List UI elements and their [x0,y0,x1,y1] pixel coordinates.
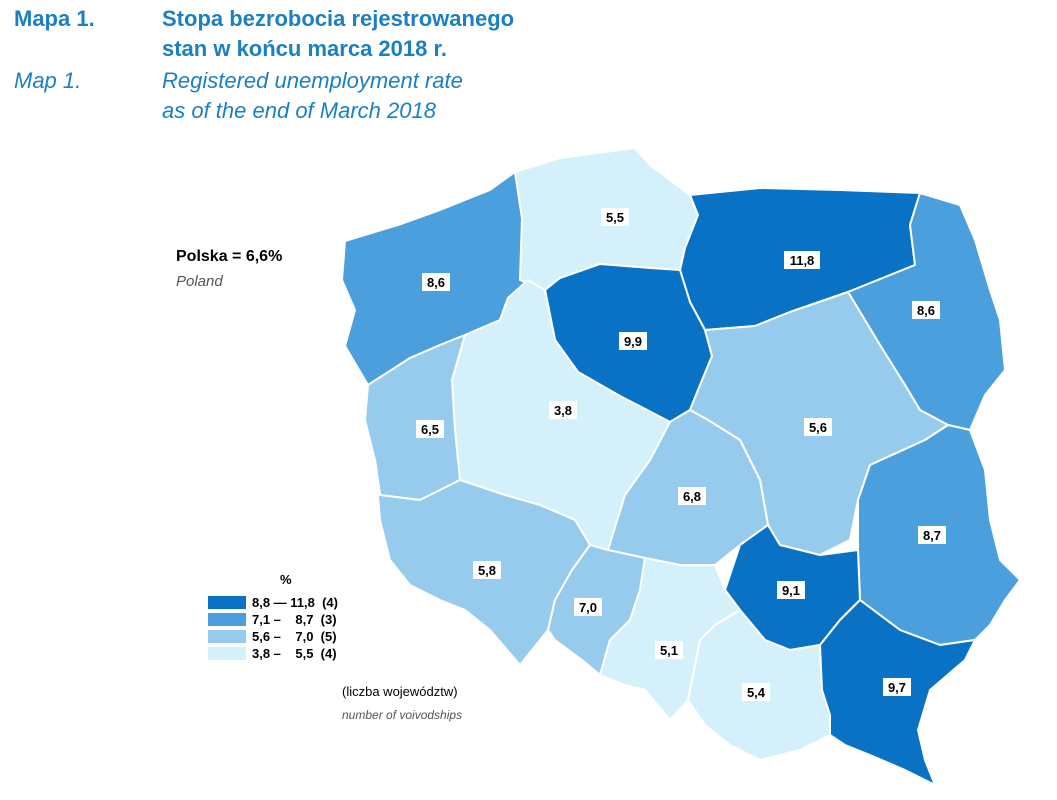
map-number-pl: Mapa 1. [14,6,95,31]
title-en-line2: as of the end of March 2018 [162,98,436,123]
title-pl-line1: Stopa bezrobocia rejestrowanego [162,6,515,31]
region-label-background [918,526,946,544]
legend-swatch [208,595,246,609]
legend-swatch [208,612,246,626]
legend-range: 7,1 – 8,7 (3) [252,611,337,627]
region-label-background [416,420,444,438]
title-en-line1: Registered unemployment rate [162,68,463,93]
region-value-label: 6,8 [683,489,701,504]
region-label-background [912,301,940,319]
region-value-label: 9,1 [782,583,800,598]
region-value-label: 11,8 [790,253,815,268]
region-value-label: 5,6 [809,420,827,435]
region-label-background [549,401,577,419]
legend-row: 3,8 – 5,5 (4) [208,645,337,661]
national-rate-label: Polska = 6,6% [176,248,283,265]
region-lubuskie [364,334,466,501]
legend-note: (liczba województw) [342,684,458,699]
legend-range: 3,8 – 5,5 (4) [252,645,337,661]
region-value-label: 7,0 [579,600,597,615]
legend-row: 8,8 — 11,8 (4) [208,594,338,610]
region-label-background [574,598,602,616]
region-label-background [883,678,911,696]
region-value-label: 6,5 [421,422,439,437]
region-label-background [742,683,770,701]
region-label-background [784,251,820,269]
region-value-label: 8,6 [917,303,935,318]
region-value-label: 9,7 [888,680,906,695]
region-value-label: 5,4 [747,685,766,700]
title-pl-line2: stan w końcu marca 2018 r. [162,36,447,61]
legend-row: 5,6 – 7,0 (5) [208,628,337,644]
region-value-label: 5,5 [606,210,624,225]
region-label-background [777,581,805,599]
region-value-label: 3,8 [554,403,572,418]
region-label-background [422,273,450,291]
legend-swatch [208,646,246,660]
map-number-en: Map 1. [14,68,82,93]
legend-row: 7,1 – 8,7 (3) [208,611,337,627]
region-label-background [601,208,629,226]
region-value-label: 5,1 [660,643,678,658]
region-label-background [804,418,832,436]
region-label-background [473,561,501,579]
region-label-background [678,487,706,505]
region-value-label: 8,7 [923,528,941,543]
legend-swatch [208,629,246,643]
legend-unit: % [280,572,292,587]
legend-range: 5,6 – 7,0 (5) [252,628,337,644]
national-rate-label-en: Poland [176,273,223,290]
region-value-label: 9,9 [624,334,642,349]
legend-note-en: number of voivodships [342,708,463,722]
region-label-background [619,332,647,350]
labels-layer: 8,6 5,5 11,8 8,6 9,9 3,8 6,5 5,6 6,8 8,7 5,8 9,1 7,0… [416,208,946,701]
region-value-label: 8,6 [427,275,445,290]
region-value-label: 5,8 [478,563,496,578]
region-label-background [655,641,683,659]
legend-range: 8,8 — 11,8 (4) [252,594,338,610]
